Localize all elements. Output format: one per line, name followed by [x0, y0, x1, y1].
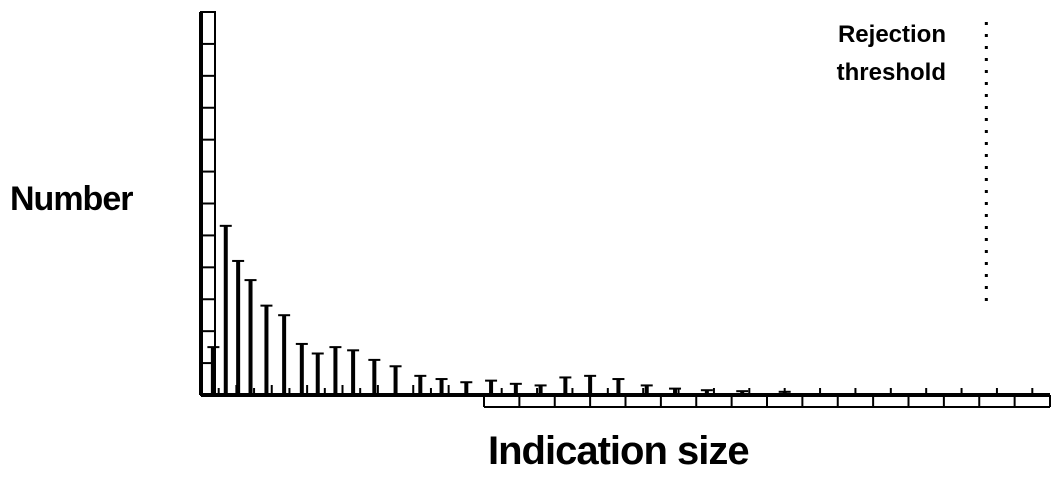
histogram-bar — [223, 225, 228, 395]
histogram-bar — [333, 347, 338, 395]
histogram-bar — [644, 385, 649, 395]
histogram-bar — [351, 350, 356, 395]
histogram-bar — [464, 382, 469, 395]
histogram-bar — [393, 366, 398, 395]
x-axis-label: Indication size — [488, 429, 749, 473]
histogram-bar — [513, 383, 518, 395]
histogram-bar — [315, 353, 320, 395]
histogram-bars — [207, 224, 791, 395]
y-axis-ticks — [200, 11, 216, 396]
histogram-bar — [282, 315, 287, 395]
histogram-bar — [299, 343, 304, 395]
threshold-label-line1: Rejection — [838, 21, 946, 48]
histogram-bar — [418, 375, 423, 395]
histogram-bar — [563, 377, 568, 395]
histogram-bar — [439, 379, 444, 395]
histogram-bar — [210, 347, 216, 395]
histogram-bar — [588, 375, 593, 395]
histogram-bar — [264, 305, 269, 395]
histogram-bar — [673, 388, 678, 395]
histogram-bar — [616, 379, 621, 395]
histogram-bar — [236, 260, 241, 395]
histogram-bar — [538, 385, 543, 395]
threshold-label-line2: threshold — [837, 59, 946, 86]
histogram-bar — [248, 280, 253, 395]
histogram-bar — [704, 390, 709, 395]
y-axis-label: Number — [10, 180, 133, 218]
histogram-bar — [489, 380, 494, 395]
histogram-bar — [372, 359, 377, 395]
